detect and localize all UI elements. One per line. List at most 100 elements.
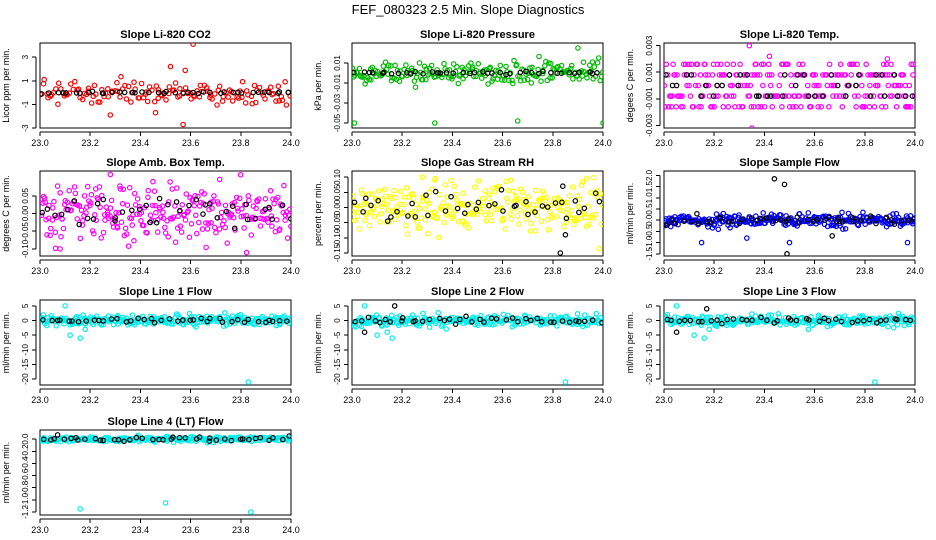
data-point — [883, 317, 889, 323]
data-point — [359, 190, 365, 197]
data-point — [200, 211, 206, 217]
data-point — [420, 71, 426, 77]
data-point — [785, 61, 791, 68]
data-point — [53, 322, 60, 329]
y-tick-label: 1 — [21, 78, 30, 83]
data-point — [148, 315, 155, 322]
data-point — [766, 72, 773, 78]
data-point — [360, 209, 366, 215]
data-point — [74, 313, 80, 320]
data-point — [64, 206, 71, 213]
data-point — [883, 214, 890, 221]
data-point — [112, 218, 118, 224]
data-point — [119, 200, 126, 207]
data-point — [507, 177, 514, 184]
data-point — [855, 93, 861, 99]
data-point — [435, 70, 441, 76]
data-point — [688, 218, 695, 225]
data-point — [746, 43, 753, 49]
data-point — [229, 98, 236, 104]
data-point — [866, 104, 873, 110]
data-point — [419, 318, 426, 325]
data-point — [269, 313, 275, 320]
data-point — [576, 69, 582, 76]
data-point — [694, 61, 701, 68]
data-point — [586, 221, 592, 228]
data-point — [129, 207, 135, 214]
data-point — [866, 316, 873, 323]
data-point — [909, 93, 915, 99]
data-point — [140, 222, 147, 229]
data-point — [836, 93, 843, 99]
data-point — [125, 243, 132, 250]
data-point — [380, 201, 387, 207]
data-point — [792, 82, 799, 89]
x-tick-label: 23.6 — [182, 266, 200, 276]
data-point — [176, 93, 183, 99]
y-tick-label: 0.00 — [333, 199, 342, 215]
data-point — [500, 208, 506, 214]
data-point — [826, 61, 833, 68]
x-axis: 23.0 23.2 23.4 23.6 23.8 24.0 — [655, 388, 924, 405]
data-point — [737, 72, 744, 78]
data-point — [138, 218, 144, 224]
data-point — [824, 223, 831, 230]
data-point — [832, 316, 839, 322]
data-point — [412, 84, 419, 91]
data-point — [154, 229, 161, 235]
data-point — [47, 232, 53, 239]
data-point — [714, 61, 721, 68]
data-point — [574, 310, 581, 317]
data-point — [818, 104, 825, 110]
data-point — [514, 213, 521, 219]
data-point — [368, 202, 374, 209]
data-point — [352, 217, 358, 224]
data-point — [266, 89, 272, 96]
data-point — [273, 98, 279, 104]
data-point — [893, 104, 900, 110]
data-point — [425, 230, 431, 237]
data-point — [558, 62, 565, 69]
data-point — [686, 61, 692, 68]
data-point — [907, 213, 914, 219]
data-point — [525, 194, 531, 200]
data-point — [196, 94, 203, 100]
data-point — [460, 69, 467, 76]
data-point — [244, 216, 251, 223]
data-point — [471, 184, 478, 190]
data-point — [532, 228, 539, 234]
data-point — [352, 120, 358, 126]
y-axis: -0.05-0.03-0.01 0.01 — [333, 55, 349, 132]
data-point — [243, 201, 250, 208]
data-point — [905, 104, 912, 110]
data-point — [708, 317, 715, 324]
data-point — [134, 196, 141, 202]
data-point — [128, 99, 134, 105]
data-point — [423, 192, 429, 199]
data-point — [179, 202, 186, 208]
data-point — [668, 217, 675, 223]
data-point — [475, 178, 482, 184]
data-point — [858, 82, 865, 89]
data-point — [695, 220, 702, 227]
data-point — [443, 70, 450, 76]
data-point — [779, 104, 785, 110]
x-tick-label: 24.0 — [594, 138, 612, 148]
data-point — [777, 217, 784, 223]
data-point — [223, 322, 230, 328]
data-point — [514, 118, 521, 124]
data-point — [880, 61, 887, 68]
data-point — [276, 98, 283, 104]
data-point — [821, 315, 828, 322]
data-point — [207, 89, 213, 96]
x-tick-label: 23.4 — [444, 266, 462, 276]
data-point — [670, 61, 676, 68]
data-point — [895, 82, 902, 89]
data-point — [100, 229, 107, 236]
x-tick-label: 24.0 — [282, 525, 300, 535]
data-point — [129, 312, 136, 319]
data-point — [540, 68, 546, 75]
data-point — [196, 434, 203, 440]
